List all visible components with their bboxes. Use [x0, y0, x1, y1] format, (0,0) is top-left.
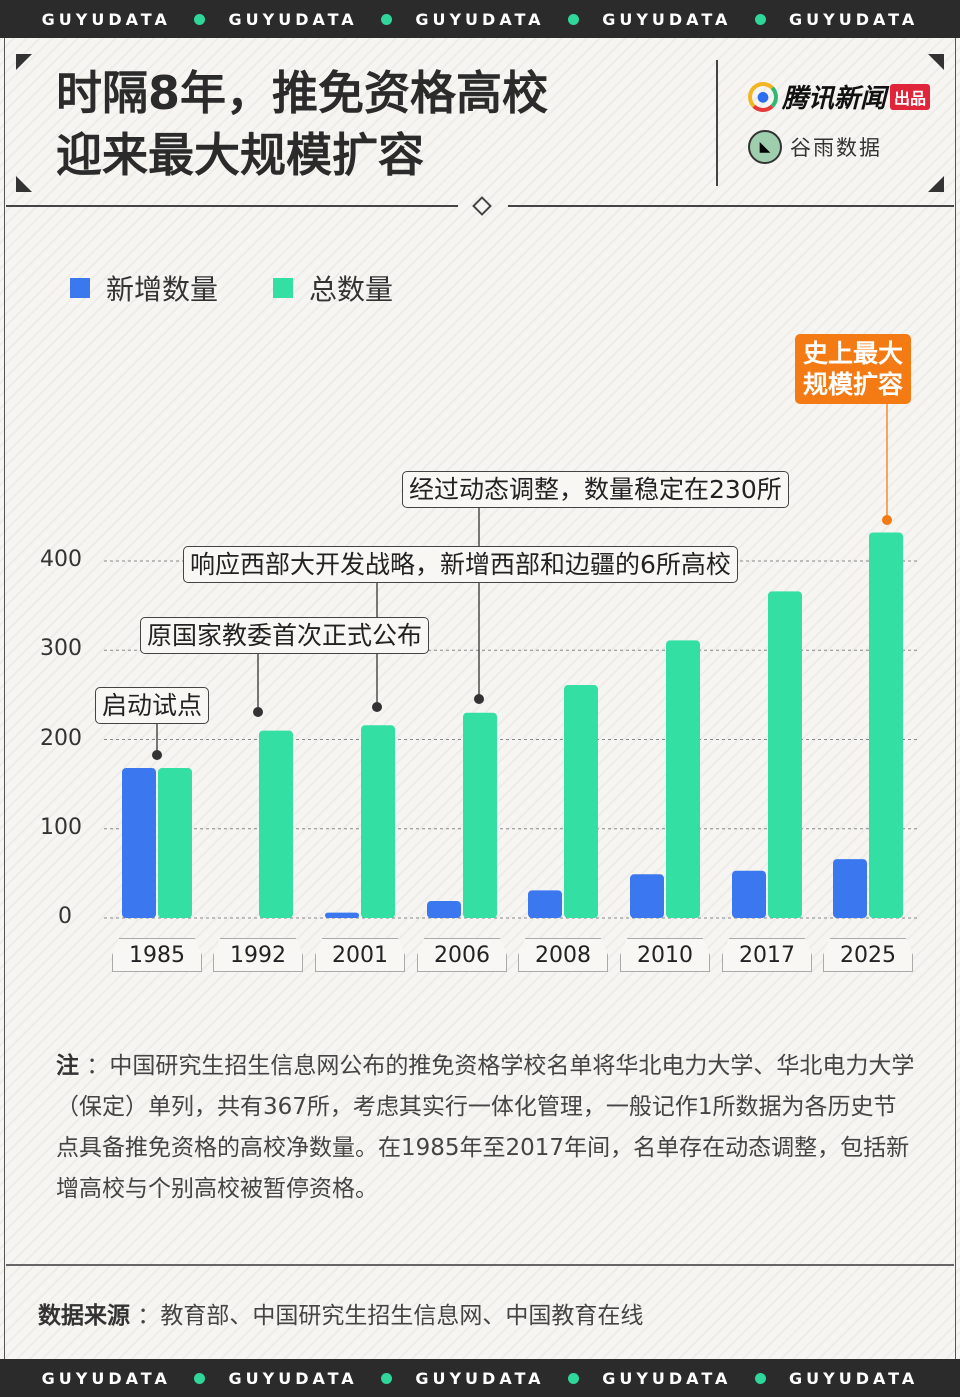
- x-tick-label: 1985: [112, 938, 202, 972]
- bar-total-2017: [768, 591, 802, 918]
- title-line-1: 时隔8年，推免资格高校: [56, 66, 549, 120]
- corner-mark: [16, 176, 32, 192]
- dot-icon: [381, 1372, 393, 1384]
- annotation-1985: 启动试点: [95, 687, 210, 724]
- annotation-2025-line1: 史上最大: [803, 339, 904, 368]
- bar-new-2001: [325, 912, 359, 918]
- dot-icon: [567, 1372, 579, 1384]
- band-text: GUYUDATA: [228, 1368, 358, 1388]
- divider: [6, 205, 458, 207]
- legend-swatch-new: [70, 278, 90, 298]
- annotation-2025: 史上最大 规模扩容: [795, 334, 912, 404]
- legend-item-total: 总数量: [273, 268, 393, 308]
- y-tick-label: 300: [40, 636, 82, 662]
- data-source: 数据来源 ：教育部、中国研究生招生信息网、中国教育在线: [38, 1296, 643, 1330]
- x-tick-label: 2006: [417, 938, 507, 972]
- x-tick-label: 1992: [213, 938, 303, 972]
- bar-total-2008: [564, 685, 598, 918]
- bar-new-2006: [427, 901, 461, 918]
- bar-new-2008: [528, 890, 562, 918]
- bar-new-2017: [732, 870, 766, 918]
- corner-mark: [928, 176, 944, 192]
- legend-label-new: 新增数量: [106, 273, 219, 306]
- bar-total-2006: [463, 712, 497, 918]
- divider: [6, 1264, 954, 1266]
- band-text: GUYUDATA: [789, 1368, 919, 1388]
- bar-new-2010: [630, 874, 664, 918]
- y-tick-label: 0: [58, 904, 72, 929]
- guyu-data-logo: ◣ 谷雨数据: [748, 130, 882, 164]
- tencent-logo-tag: 出品: [890, 83, 931, 110]
- y-tick-label: 200: [40, 725, 82, 751]
- annotation-2006: 经过动态调整，数量稳定在230所: [402, 471, 789, 508]
- y-tick-label: 100: [40, 814, 82, 840]
- bar-total-1985: [158, 768, 192, 918]
- footnote: 注 ：中国研究生招生信息网公布的推免资格学校名单将华北电力大学、华北电力大学（保…: [56, 1046, 916, 1210]
- source-label: 数据来源: [38, 1303, 130, 1329]
- tencent-news-logo: ● 腾讯新闻 出品: [748, 78, 931, 115]
- divider: [508, 205, 954, 207]
- band-text: GUYUDATA: [602, 9, 732, 29]
- band-text: GUYUDATA: [41, 1368, 171, 1388]
- bar-total-2001: [361, 725, 395, 918]
- legend-item-new: 新增数量: [70, 268, 218, 308]
- annotation-dot: [474, 694, 484, 704]
- annotation-dot: [372, 702, 382, 712]
- dot-icon: [381, 13, 393, 25]
- legend-label-total: 总数量: [309, 273, 394, 306]
- annotation-dot: [152, 750, 162, 760]
- page-title: 时隔8年，推免资格高校 迎来最大规模扩容: [56, 62, 548, 186]
- dot-icon: [194, 1372, 206, 1384]
- bird-icon: ◣: [748, 130, 782, 164]
- bar-new-2025: [833, 859, 867, 918]
- dot-icon: [194, 13, 206, 25]
- dot-icon: [754, 1372, 766, 1384]
- band-text: GUYUDATA: [602, 1368, 732, 1388]
- x-tick-label: 2025: [823, 938, 913, 972]
- annotation-2025-line2: 规模扩容: [803, 370, 904, 399]
- band-text: GUYUDATA: [415, 9, 545, 29]
- footnote-text: ：中国研究生招生信息网公布的推免资格学校名单将华北电力大学、华北电力大学（保定）…: [56, 1053, 915, 1202]
- guyu-logo-text: 谷雨数据: [790, 136, 882, 160]
- band-text: GUYUDATA: [415, 1368, 545, 1388]
- bar-total-1992: [259, 730, 293, 918]
- annotation-2001: 响应西部大开发战略，新增西部和边疆的6所高校: [183, 546, 738, 583]
- divider: [716, 60, 718, 186]
- band-text: GUYUDATA: [789, 9, 919, 29]
- corner-mark: [16, 54, 32, 70]
- x-tick-label: 2001: [315, 938, 405, 972]
- penguin-icon: ●: [748, 81, 778, 112]
- bar-total-2010: [666, 640, 700, 918]
- top-band: GUYUDATA GUYUDATA GUYUDATA GUYUDATA GUYUDATA: [0, 0, 960, 38]
- band-text: GUYUDATA: [228, 9, 358, 29]
- dot-icon: [567, 13, 579, 25]
- legend-swatch-total: [273, 278, 293, 298]
- x-tick-label: 2017: [722, 938, 812, 972]
- bar-new-1985: [122, 768, 156, 918]
- annotation-dot: [882, 515, 892, 525]
- corner-mark: [928, 54, 944, 70]
- y-tick-label: 400: [40, 547, 82, 572]
- title-line-2: 迎来最大规模扩容: [56, 128, 424, 182]
- bottom-band: GUYUDATA GUYUDATA GUYUDATA GUYUDATA GUYUDATA: [0, 1359, 960, 1397]
- tencent-logo-text: 腾讯新闻: [782, 84, 887, 114]
- bar-total-2025: [869, 532, 903, 918]
- x-tick-label: 2010: [620, 938, 710, 972]
- footnote-label: 注: [56, 1053, 79, 1079]
- frame: [4, 38, 956, 1359]
- band-text: GUYUDATA: [41, 9, 171, 29]
- dot-icon: [754, 13, 766, 25]
- source-text: ：教育部、中国研究生招生信息网、中国教育在线: [137, 1303, 644, 1329]
- x-tick-label: 2008: [518, 938, 608, 972]
- annotation-1992: 原国家教委首次正式公布: [140, 617, 430, 654]
- annotation-dot: [253, 707, 263, 717]
